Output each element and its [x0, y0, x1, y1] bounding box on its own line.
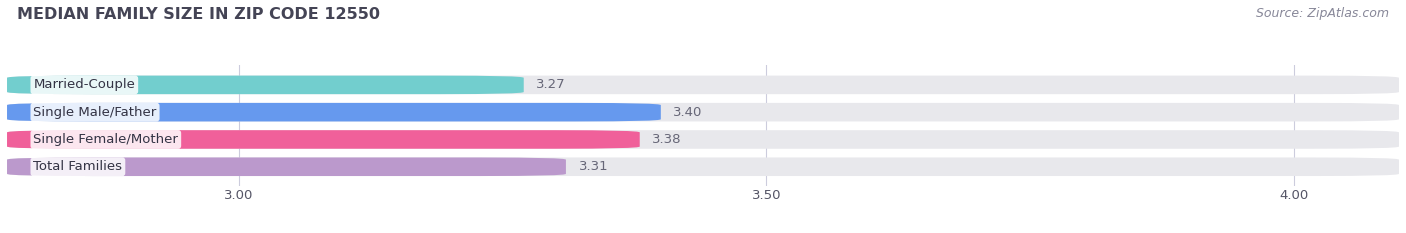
Text: Single Female/Mother: Single Female/Mother [34, 133, 179, 146]
FancyBboxPatch shape [7, 158, 1399, 176]
FancyBboxPatch shape [7, 76, 1399, 94]
FancyBboxPatch shape [7, 158, 567, 176]
Text: 3.27: 3.27 [537, 78, 567, 91]
Text: Single Male/Father: Single Male/Father [34, 106, 156, 119]
Text: 3.38: 3.38 [652, 133, 682, 146]
Text: 3.31: 3.31 [579, 160, 609, 173]
Text: MEDIAN FAMILY SIZE IN ZIP CODE 12550: MEDIAN FAMILY SIZE IN ZIP CODE 12550 [17, 7, 380, 22]
Text: Total Families: Total Families [34, 160, 122, 173]
FancyBboxPatch shape [7, 130, 1399, 149]
FancyBboxPatch shape [7, 130, 640, 149]
Text: Source: ZipAtlas.com: Source: ZipAtlas.com [1256, 7, 1389, 20]
FancyBboxPatch shape [7, 103, 661, 121]
Text: Married-Couple: Married-Couple [34, 78, 135, 91]
FancyBboxPatch shape [7, 103, 1399, 121]
Text: 3.40: 3.40 [673, 106, 703, 119]
FancyBboxPatch shape [7, 76, 524, 94]
